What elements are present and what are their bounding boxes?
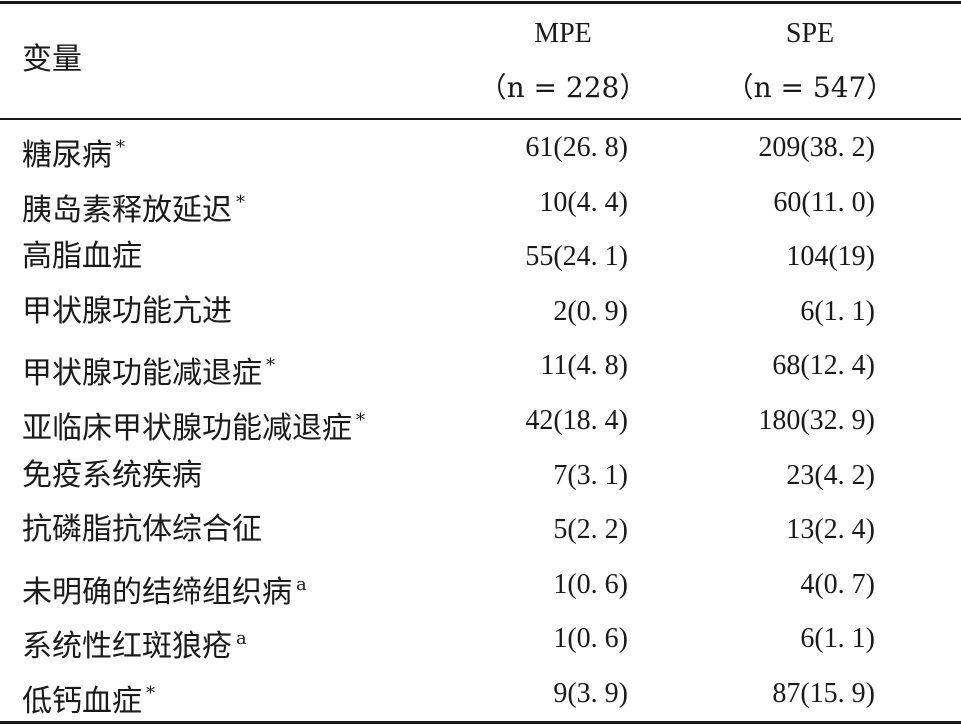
spe-value: 180(32. 9) [758, 405, 875, 436]
row-label: 系统性红斑狼疮 a [22, 619, 247, 667]
header-variable-label: 变量 [22, 42, 82, 77]
row-footnote-mark: * [266, 355, 275, 377]
spe-value: 60(11. 0) [773, 186, 875, 218]
row-label-text: 未明确的结缔组织病 [22, 574, 292, 610]
table-row: 抗磷脂抗体综合征 5(2. 2) 13(2. 4) [0, 502, 961, 556]
table-row: 高脂血症 55(24. 1) 104(19) [0, 229, 961, 283]
mpe-value: 5(2. 2) [553, 514, 628, 546]
row-label: 低钙血症 * [22, 674, 155, 722]
mpe-value: 42(18. 4) [525, 405, 628, 436]
table-row: 低钙血症 * 9(3. 9) 87(15. 9) [0, 666, 961, 720]
row-footnote-mark: * [356, 410, 365, 431]
header-mpe-count: （n = 228） [478, 71, 648, 104]
table-top-rule [0, 1, 961, 4]
header-spe-name: SPE [785, 18, 835, 49]
row-label-text: 甲状腺功能亢进 [22, 293, 232, 329]
spe-value: 13(2. 4) [786, 514, 875, 546]
spe-value: 6(1. 1) [800, 623, 875, 655]
row-label-text: 抗磷脂抗体综合征 [22, 512, 262, 548]
mpe-value: 7(3. 1) [553, 459, 628, 491]
table-row: 甲状腺功能减退症 * 11(4. 8) 68(12. 4) [0, 338, 961, 392]
mpe-value: 9(3. 9) [553, 678, 628, 709]
spe-value: 68(12. 4) [772, 350, 875, 382]
row-label: 免疫系统疾病 [22, 456, 202, 496]
header-spe-count: （n = 547） [725, 71, 895, 104]
table-row: 未明确的结缔组织病 a 1(0. 6) 4(0. 7) [0, 557, 961, 611]
row-footnote-mark: a [236, 628, 247, 650]
mpe-value: 10(4. 4) [539, 186, 628, 218]
row-footnote-mark: a [296, 573, 307, 595]
table-row: 胰岛素释放延迟 * 10(4. 4) 60(11. 0) [0, 175, 961, 229]
row-label: 高脂血症 [22, 237, 142, 277]
row-label-text: 糖尿病 [22, 138, 112, 173]
row-label-text: 系统性红斑狼疮 [22, 629, 232, 665]
row-label-text: 免疫系统疾病 [22, 457, 202, 493]
mpe-value: 1(0. 6) [553, 568, 628, 600]
row-footnote-mark: * [146, 683, 155, 704]
spe-value: 4(0. 7) [800, 568, 875, 600]
row-footnote-mark: * [116, 137, 125, 158]
mpe-value: 11(4. 8) [540, 350, 628, 382]
table-row: 糖尿病 * 61(26. 8) 209(38. 2) [0, 120, 961, 174]
table-bottom-rule [0, 721, 961, 724]
spe-value: 104(19) [786, 241, 875, 273]
row-label: 抗磷脂抗体综合征 [22, 510, 262, 550]
header-mpe-name: MPE [534, 18, 592, 49]
row-footnote-mark: * [236, 191, 245, 213]
mpe-value: 55(24. 1) [525, 241, 628, 273]
table-header-rule [0, 118, 961, 120]
table-row: 免疫系统疾病 7(3. 1) 23(4. 2) [0, 448, 961, 502]
row-label-text: 亚临床甲状腺功能减退症 [22, 411, 352, 446]
row-label-text: 甲状腺功能减退症 [22, 356, 262, 392]
row-label: 糖尿病 * [22, 128, 125, 176]
spe-value: 87(15. 9) [772, 678, 875, 709]
table-row: 系统性红斑狼疮 a 1(0. 6) 6(1. 1) [0, 611, 961, 665]
row-label-text: 高脂血症 [22, 239, 142, 275]
spe-value: 23(4. 2) [786, 459, 875, 491]
mpe-value: 61(26. 8) [525, 132, 628, 163]
mpe-value: 2(0. 9) [553, 295, 628, 327]
row-label: 甲状腺功能亢进 [22, 292, 232, 332]
row-label: 未明确的结缔组织病 a [22, 565, 307, 613]
row-label: 亚临床甲状腺功能减退症 * [22, 401, 365, 449]
mpe-value: 1(0. 6) [553, 623, 628, 655]
spe-value: 6(1. 1) [800, 295, 875, 327]
row-label-text: 低钙血症 [22, 684, 142, 719]
spe-value: 209(38. 2) [758, 132, 875, 163]
row-label: 甲状腺功能减退症 * [22, 346, 275, 394]
row-label-text: 胰岛素释放延迟 [22, 192, 232, 228]
table-row: 亚临床甲状腺功能减退症 * 42(18. 4) 180(32. 9) [0, 393, 961, 447]
row-label: 胰岛素释放延迟 * [22, 183, 245, 231]
table-row: 甲状腺功能亢进 2(0. 9) 6(1. 1) [0, 284, 961, 338]
